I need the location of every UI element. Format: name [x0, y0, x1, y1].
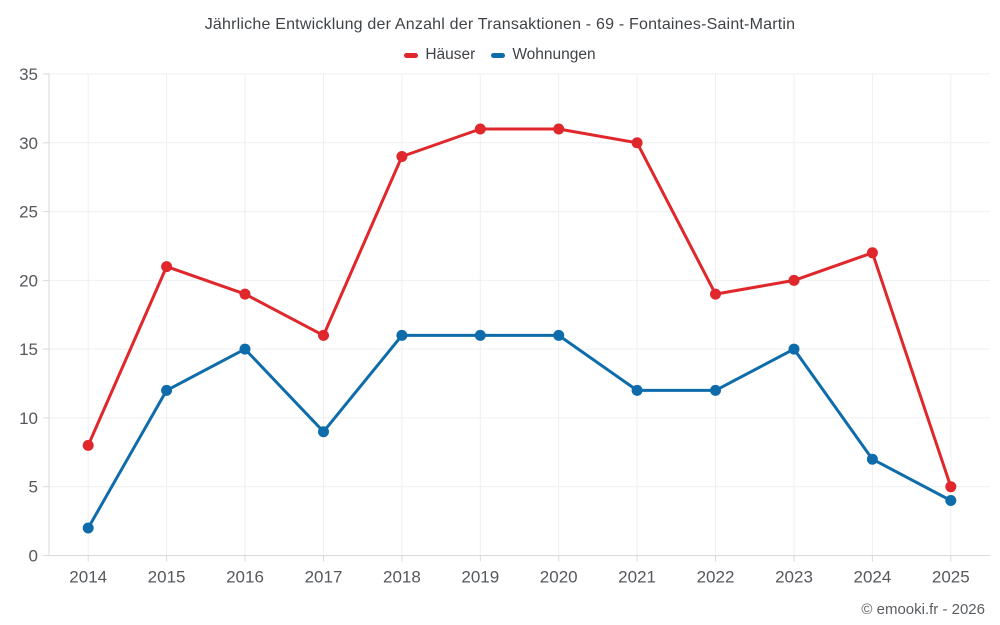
data-point-wohnungen-2019[interactable] [474, 329, 486, 341]
x-axis-label: 2024 [853, 568, 891, 587]
x-axis-label: 2019 [461, 568, 499, 587]
data-point-wohnungen-2016[interactable] [239, 343, 251, 355]
y-axis-label: 5 [29, 478, 38, 497]
data-point-h-user-2020[interactable] [553, 123, 565, 135]
y-axis-label: 0 [29, 547, 38, 566]
y-axis-label: 20 [19, 271, 38, 290]
legend-item-wohnungen[interactable]: Wohnungen [491, 46, 596, 64]
x-axis-label: 2025 [932, 568, 970, 587]
data-point-h-user-2017[interactable] [318, 329, 329, 341]
x-axis-label: 2017 [305, 568, 343, 587]
y-axis-label: 10 [19, 409, 38, 428]
legend-label-wohnungen: Wohnungen [512, 46, 596, 63]
data-point-wohnungen-2025[interactable] [945, 495, 957, 506]
x-axis-label: 2014 [69, 568, 107, 587]
data-point-h-user-2015[interactable] [161, 261, 173, 273]
data-point-wohnungen-2021[interactable] [631, 384, 643, 396]
data-point-h-user-2025[interactable] [945, 481, 957, 493]
x-axis-label: 2023 [775, 568, 813, 587]
data-point-h-user-2022[interactable] [710, 288, 721, 300]
data-point-wohnungen-2020[interactable] [553, 329, 565, 341]
data-point-wohnungen-2017[interactable] [318, 426, 329, 438]
data-point-wohnungen-2014[interactable] [82, 522, 94, 534]
data-point-h-user-2024[interactable] [866, 247, 878, 259]
data-point-h-user-2023[interactable] [788, 274, 800, 286]
x-axis-label: 2018 [383, 568, 421, 587]
x-axis-label: 2016 [226, 568, 264, 587]
data-point-h-user-2021[interactable] [631, 137, 643, 149]
series-line-wohnungen [86, 333, 953, 530]
legend: Häuser Wohnungen [0, 46, 1000, 64]
legend-label-hauser: Häuser [425, 46, 476, 63]
x-axis-label: 2015 [148, 568, 186, 587]
y-axis-label: 30 [19, 134, 38, 153]
data-point-wohnungen-2024[interactable] [866, 453, 878, 465]
x-axis-label: 2021 [618, 568, 656, 587]
x-axis-label: 2020 [540, 568, 578, 587]
data-point-h-user-2014[interactable] [82, 439, 94, 451]
data-point-wohnungen-2018[interactable] [396, 329, 408, 341]
data-point-h-user-2018[interactable] [396, 151, 408, 162]
y-axis-label: 15 [19, 340, 38, 359]
series-line-h-user [86, 127, 953, 489]
data-point-h-user-2016[interactable] [239, 288, 251, 300]
x-axis-label: 2022 [697, 568, 735, 587]
chart-title: Jährliche Entwicklung der Anzahl der Tra… [204, 16, 796, 33]
data-point-h-user-2019[interactable] [474, 123, 486, 135]
copyright-text: © emooki.fr - 2026 [861, 601, 985, 618]
y-axis-label: 35 [19, 65, 38, 84]
legend-item-hauser[interactable]: Häuser [404, 46, 475, 64]
data-point-wohnungen-2023[interactable] [788, 343, 800, 355]
legend-swatch-wohnungen-icon [491, 52, 506, 58]
legend-swatch-hauser-icon [404, 52, 419, 58]
data-point-wohnungen-2022[interactable] [710, 384, 721, 396]
data-point-wohnungen-2015[interactable] [161, 384, 173, 396]
y-axis-label: 25 [19, 203, 38, 222]
